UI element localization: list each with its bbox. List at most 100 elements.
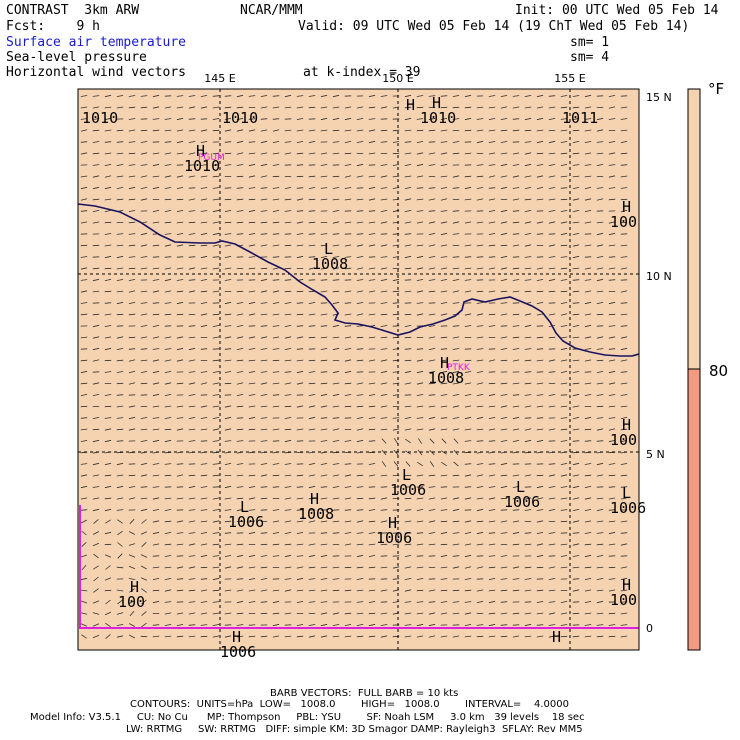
- wind-barb: [428, 359, 436, 362]
- wind-barb: [356, 256, 364, 258]
- wind-barb: [332, 463, 340, 465]
- wind-barb: [452, 152, 460, 155]
- wind-barb: [608, 520, 616, 523]
- wind-barb: [524, 106, 532, 109]
- wind-barb: [236, 140, 244, 144]
- wind-barb: [584, 520, 592, 523]
- wind-barb: [344, 313, 352, 316]
- wind-barb: [620, 520, 628, 523]
- wind-barb: [152, 290, 160, 293]
- wind-barb: [524, 623, 532, 627]
- wind-barb: [500, 474, 508, 477]
- wind-barb: [416, 221, 424, 224]
- wind-barb: [476, 336, 484, 339]
- wind-barb: [608, 118, 616, 120]
- wind-barb: [416, 267, 424, 270]
- wind-barb: [512, 244, 520, 247]
- wind-barb: [188, 210, 196, 212]
- wind-barb: [140, 417, 148, 419]
- wind-barb: [284, 417, 292, 419]
- wind-barb: [164, 543, 172, 546]
- wind-barb: [524, 117, 532, 121]
- wind-barb: [416, 612, 424, 615]
- wind-barb: [452, 520, 460, 523]
- wind-barb: [104, 497, 112, 500]
- wind-barb: [236, 554, 244, 558]
- wind-barb: [200, 302, 208, 304]
- wind-barb: [284, 439, 292, 443]
- wind-barb: [260, 394, 268, 396]
- wind-barb: [464, 382, 472, 385]
- wind-barb: [536, 612, 544, 615]
- wind-barb: [356, 325, 364, 327]
- color-bar-lower: [687, 368, 701, 651]
- wind-barb: [500, 532, 508, 534]
- wind-barb: [224, 348, 232, 350]
- wind-barb: [500, 440, 508, 442]
- wind-barb: [440, 164, 448, 166]
- wind-barb: [428, 95, 436, 97]
- wind-barb: [404, 612, 412, 615]
- wind-barb: [404, 566, 412, 569]
- wind-barb: [104, 244, 112, 247]
- wind-barb: [392, 578, 400, 580]
- wind-barb: [128, 129, 136, 132]
- wind-barb: [200, 290, 208, 293]
- wind-barb: [596, 554, 604, 558]
- wind-barb: [296, 106, 304, 109]
- wind-barb: [620, 486, 628, 488]
- wind-barb: [260, 555, 268, 557]
- wind-barb: [500, 106, 508, 109]
- wind-barb: [512, 416, 520, 420]
- wind-barb: [405, 438, 411, 444]
- pressure-value-16: 100: [118, 593, 145, 611]
- wind-barb: [440, 95, 448, 97]
- wind-barb: [356, 509, 364, 511]
- station-labels: PGUM PTKK: [198, 153, 471, 373]
- wind-barb: [536, 405, 544, 408]
- wind-barb: [416, 141, 424, 143]
- wind-barb: [380, 348, 388, 350]
- wind-barb: [272, 405, 280, 408]
- pressure-symbol-13: H: [388, 514, 397, 532]
- wind-barb: [512, 336, 520, 339]
- wind-barb: [272, 428, 280, 431]
- wind-barb: [500, 485, 508, 489]
- wind-barb: [416, 95, 424, 97]
- wind-barb: [356, 129, 364, 132]
- wind-barb: [248, 635, 256, 638]
- wind-barb: [524, 244, 532, 247]
- wind-barb: [248, 141, 256, 143]
- wind-barb: [584, 543, 592, 546]
- wind-barb: [141, 519, 147, 524]
- wind-barb: [164, 601, 172, 603]
- wind-barb: [428, 635, 436, 638]
- wind-barb: [212, 325, 220, 327]
- wind-barb: [200, 244, 208, 247]
- wind-barb: [368, 336, 376, 339]
- model-title: CONTRAST 3km ARW: [6, 3, 140, 18]
- wind-barb: [464, 117, 472, 121]
- wind-barb: [200, 405, 208, 408]
- wind-barb: [140, 198, 148, 201]
- wind-barb: [572, 233, 580, 235]
- wind-barb: [320, 554, 328, 558]
- wind-barb: [356, 244, 364, 247]
- wind-barb: [164, 118, 172, 120]
- wind-barb: [116, 405, 124, 408]
- wind-barb: [488, 578, 496, 580]
- wind-barb: [116, 371, 124, 373]
- wind-barb: [440, 612, 448, 615]
- wind-barb: [392, 141, 400, 143]
- wind-barb: [464, 624, 472, 626]
- wind-barb: [224, 359, 232, 362]
- wind-barb: [404, 175, 412, 178]
- wind-barb: [572, 382, 580, 385]
- wind-barb: [164, 256, 172, 258]
- wind-barb: [260, 302, 268, 304]
- wind-barb: [560, 612, 568, 615]
- wind-barb: [488, 95, 496, 97]
- wind-barb: [368, 186, 376, 190]
- wind-barb: [476, 198, 484, 201]
- wind-barb: [404, 532, 412, 534]
